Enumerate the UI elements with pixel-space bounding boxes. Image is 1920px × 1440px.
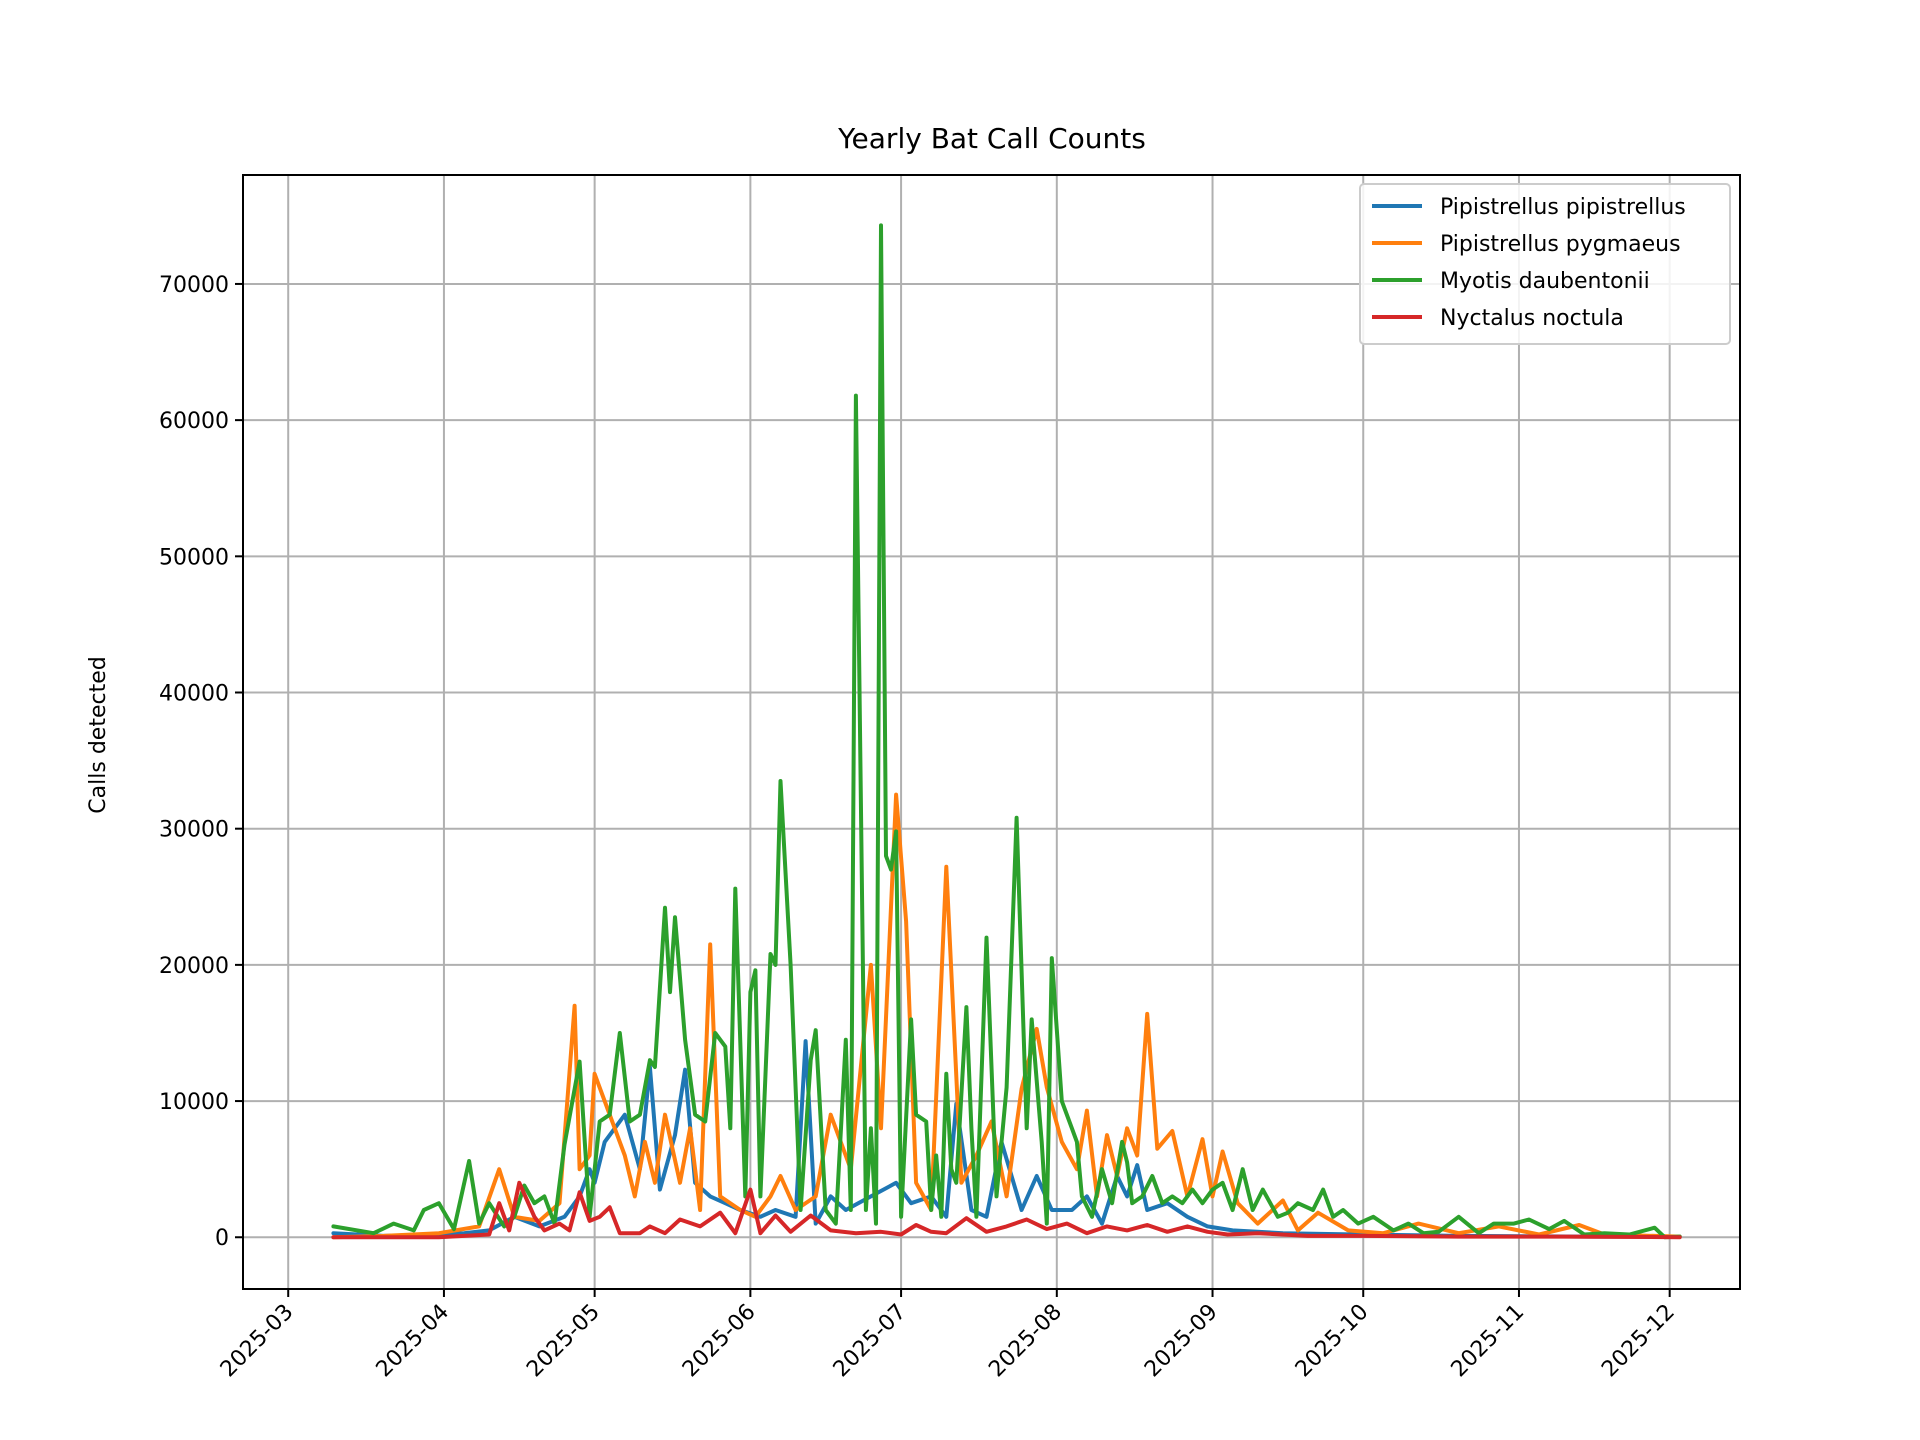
chart-title: Yearly Bat Call Counts bbox=[837, 122, 1146, 155]
legend-label: Pipistrellus pygmaeus bbox=[1440, 232, 1681, 257]
plot-frame bbox=[242, 174, 1741, 1290]
y-axis-label: Calls detected bbox=[86, 656, 111, 813]
y-tick-label: 0 bbox=[215, 1226, 229, 1251]
y-tick-label: 20000 bbox=[159, 954, 229, 979]
y-tick-label: 40000 bbox=[159, 682, 229, 707]
legend-label: Nyctalus noctula bbox=[1440, 306, 1624, 331]
series-line-3 bbox=[331, 223, 1682, 1240]
series-line-2 bbox=[331, 792, 1682, 1240]
legend-box bbox=[1359, 183, 1731, 345]
series-layer bbox=[331, 223, 1682, 1240]
y-tick-label: 10000 bbox=[159, 1090, 229, 1115]
legend-label: Pipistrellus pipistrellus bbox=[1440, 195, 1686, 220]
y-tick-label: 50000 bbox=[159, 545, 229, 570]
y-tick-label: 30000 bbox=[159, 818, 229, 843]
y-tick-label: 60000 bbox=[159, 409, 229, 434]
legend: Pipistrellus pipistrellus Pipistrellus py… bbox=[1359, 183, 1731, 345]
legend-label: Myotis daubentonii bbox=[1440, 269, 1650, 294]
y-tick-label: 70000 bbox=[159, 273, 229, 298]
series-line-4 bbox=[331, 1180, 1682, 1240]
